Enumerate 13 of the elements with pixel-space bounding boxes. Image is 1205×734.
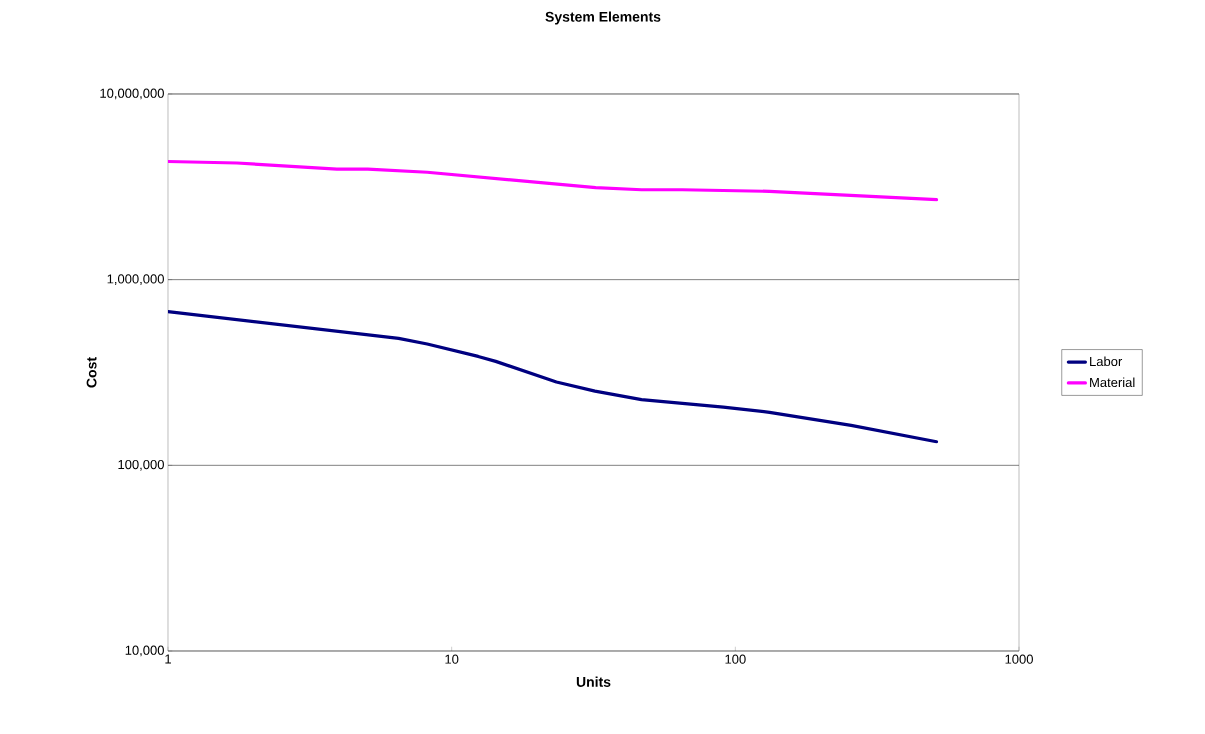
x-tick-label: 1000 bbox=[1005, 654, 1033, 664]
y-tick-label: 100,000 bbox=[118, 459, 164, 471]
x-tick-label: 1 bbox=[165, 654, 171, 664]
y-tick-label: 10,000 bbox=[125, 645, 164, 657]
x-tick-label: 100 bbox=[725, 654, 746, 664]
legend-label: Labor bbox=[1090, 356, 1123, 367]
x-axis-title: Units bbox=[576, 676, 611, 687]
chart-title: System Elements bbox=[545, 11, 661, 25]
y-tick-label: 10,000,000 bbox=[100, 88, 164, 100]
y-tick-label: 1,000,000 bbox=[107, 274, 164, 286]
legend-label: Material bbox=[1090, 377, 1135, 388]
x-tick-label: 10 bbox=[445, 654, 459, 664]
y-axis-title: Cost bbox=[86, 357, 97, 388]
